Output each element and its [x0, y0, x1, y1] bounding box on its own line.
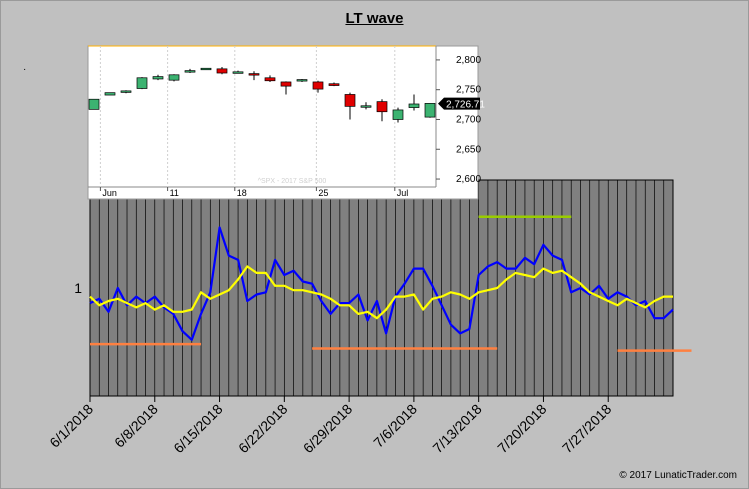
candle-body — [424, 103, 436, 118]
inset-x-tick-label: Jun — [102, 188, 117, 198]
candle-body — [136, 77, 148, 89]
inset-candlestick-chart: 2,600 2,650 2,700 2,750 2,800 2,726.71 Jun 11 18… — [87, 45, 485, 200]
candle-body — [200, 67, 212, 71]
candle-body — [328, 83, 340, 86]
inset-x-tick-label: 18 — [237, 188, 247, 198]
inset-background — [87, 45, 479, 200]
candle-body — [312, 81, 324, 90]
last-value-tag — [438, 97, 480, 110]
candle-body — [152, 76, 164, 80]
inset-y-tick-label: 2,600 — [456, 174, 481, 185]
x-tick-label: 7/6/2018 — [370, 401, 420, 451]
plot-background — [89, 179, 674, 397]
candle-body — [344, 94, 356, 107]
candle-body — [88, 98, 100, 110]
lt-wave-line — [89, 226, 674, 341]
candle-body — [104, 92, 116, 96]
candle-body — [408, 103, 420, 108]
candle-body — [296, 79, 308, 82]
inset-x-tick-label: Jul — [397, 188, 409, 198]
copyright-notice: © 2017 LunaticTrader.com — [619, 470, 737, 481]
candle-body — [216, 68, 228, 74]
x-tick-label: 6/8/2018 — [111, 401, 161, 451]
inset-y-tick-label: 2,750 — [456, 85, 481, 96]
chart-title: LT wave — [345, 10, 404, 27]
candle-body — [248, 73, 260, 76]
x-tick-label: 7/13/2018 — [429, 401, 485, 457]
x-tick-label: 7/20/2018 — [494, 401, 550, 457]
inset-y-tick-label: 2,650 — [456, 144, 481, 155]
candle-body — [184, 70, 196, 73]
candle-body — [392, 109, 404, 120]
inset-x-tick-label: 11 — [170, 188, 179, 198]
inset-x-tick-label: 25 — [318, 188, 328, 198]
candle-body — [232, 71, 244, 74]
candle-body — [264, 77, 276, 82]
candle-body — [168, 74, 180, 81]
x-tick-label: 7/27/2018 — [559, 401, 615, 457]
x-tick-label: 6/22/2018 — [235, 401, 291, 457]
candle-body — [360, 105, 372, 108]
candle-body — [280, 81, 292, 87]
x-tick-label: 6/1/2018 — [46, 401, 96, 451]
inset-y-tick-label: 2,800 — [456, 55, 481, 66]
main-plot-area: 1 6/1/2018 6/8/2018 6/15/2018 6/22/2018 6/29/… — [46, 179, 692, 457]
x-tick-label: 6/15/2018 — [170, 401, 226, 457]
average-line — [89, 265, 673, 320]
stray-dot: · — [23, 64, 27, 75]
y-tick-label: 1 — [74, 280, 82, 296]
x-tick-label: 6/29/2018 — [300, 401, 356, 457]
inset-y-tick-label: 2,700 — [456, 114, 481, 125]
last-value-label: 2,726.71 — [446, 100, 485, 111]
candle-body — [376, 101, 388, 113]
candle-body — [120, 90, 132, 93]
inset-watermark: ^SPX - 2017 S&P 500 — [258, 178, 327, 185]
